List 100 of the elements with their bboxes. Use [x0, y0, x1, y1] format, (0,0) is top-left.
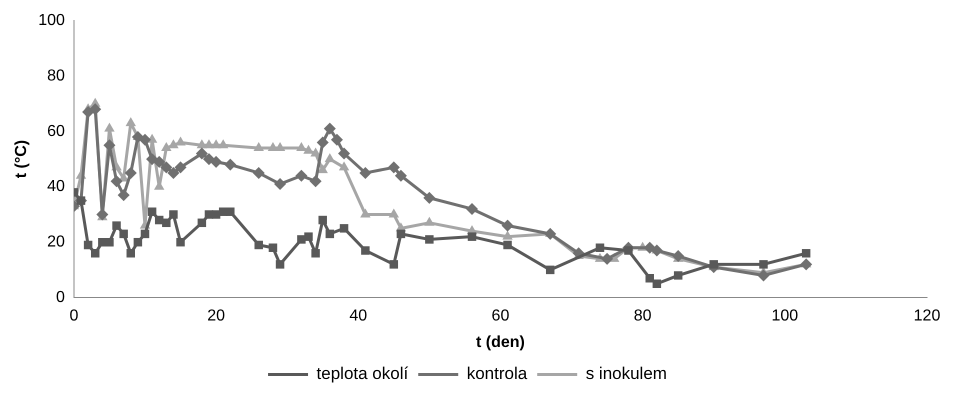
- y-tick-label: 0: [56, 289, 65, 306]
- point: [224, 158, 236, 171]
- point: [544, 228, 556, 240]
- point: [140, 230, 150, 238]
- point: [596, 244, 604, 252]
- point: [425, 235, 434, 244]
- point: [196, 148, 208, 160]
- point: [174, 161, 187, 174]
- point: [338, 161, 350, 170]
- point: [330, 134, 343, 146]
- point: [546, 266, 554, 274]
- point: [311, 249, 320, 258]
- point: [112, 221, 121, 230]
- point: [646, 274, 654, 282]
- point: [268, 244, 278, 252]
- point: [162, 218, 171, 228]
- point: [119, 230, 128, 238]
- point: [126, 249, 136, 258]
- point: [104, 122, 115, 132]
- point: [359, 166, 372, 179]
- point: [160, 161, 172, 174]
- point: [126, 117, 136, 126]
- x-axis-title: t (den): [476, 334, 525, 351]
- point: [388, 208, 400, 218]
- point: [759, 260, 768, 269]
- point: [138, 134, 151, 146]
- point: [252, 166, 265, 179]
- point: [390, 260, 398, 269]
- y-tick-label: 60: [47, 122, 65, 140]
- point: [318, 216, 327, 224]
- point: [802, 249, 810, 258]
- point: [210, 156, 222, 168]
- point: [318, 164, 328, 174]
- point: [423, 192, 436, 204]
- point: [153, 156, 166, 168]
- point: [601, 252, 614, 265]
- point: [394, 170, 407, 182]
- x-tick-label: 20: [207, 308, 226, 325]
- point: [176, 238, 185, 246]
- point: [324, 122, 336, 135]
- point: [84, 240, 92, 250]
- point: [274, 178, 286, 190]
- point: [503, 240, 512, 250]
- point: [90, 249, 100, 258]
- x-tick-label: 80: [634, 308, 652, 325]
- point: [502, 220, 514, 232]
- point: [110, 175, 123, 188]
- point: [276, 260, 284, 269]
- y-tick-label: 40: [47, 178, 65, 196]
- point: [297, 235, 306, 244]
- point: [89, 103, 102, 116]
- point: [310, 175, 322, 188]
- point: [650, 244, 663, 257]
- point: [161, 142, 172, 152]
- point: [502, 230, 513, 240]
- point: [324, 153, 336, 162]
- x-tick-label: 0: [69, 308, 78, 325]
- point: [326, 230, 334, 238]
- point: [198, 218, 206, 228]
- point: [204, 139, 214, 148]
- point: [148, 207, 156, 216]
- y-tick-label: 20: [47, 234, 65, 251]
- point: [167, 166, 180, 179]
- point: [295, 170, 308, 182]
- legend-label: s inokulem: [586, 364, 667, 384]
- point: [424, 216, 435, 226]
- point: [672, 250, 684, 262]
- point: [254, 240, 263, 250]
- legend-label: teplota okolí: [316, 364, 408, 384]
- point: [757, 269, 770, 282]
- x-tick-label: 100: [771, 308, 798, 325]
- x-tick-label: 40: [349, 308, 368, 325]
- point: [169, 210, 178, 219]
- point: [360, 208, 371, 218]
- point: [316, 136, 329, 148]
- point: [118, 189, 130, 202]
- point: [310, 148, 321, 157]
- point: [361, 246, 370, 255]
- point: [396, 230, 406, 238]
- point: [304, 232, 313, 241]
- point: [254, 142, 264, 152]
- point: [218, 139, 228, 148]
- legend-label: kontrola: [466, 364, 528, 384]
- y-tick-label: 80: [47, 67, 65, 84]
- point: [134, 238, 142, 246]
- point: [340, 224, 348, 233]
- x-tick-label: 120: [914, 308, 940, 325]
- point: [468, 232, 476, 241]
- y-tick-label: 100: [38, 12, 65, 30]
- point: [226, 207, 235, 216]
- point: [466, 202, 478, 215]
- point: [624, 246, 633, 255]
- point: [652, 280, 662, 288]
- point: [338, 148, 350, 160]
- y-axis-title: t (°C): [13, 140, 30, 178]
- point: [124, 166, 137, 179]
- point: [800, 258, 812, 270]
- x-tick-label: 60: [492, 308, 510, 325]
- point: [96, 208, 108, 220]
- point: [674, 271, 682, 280]
